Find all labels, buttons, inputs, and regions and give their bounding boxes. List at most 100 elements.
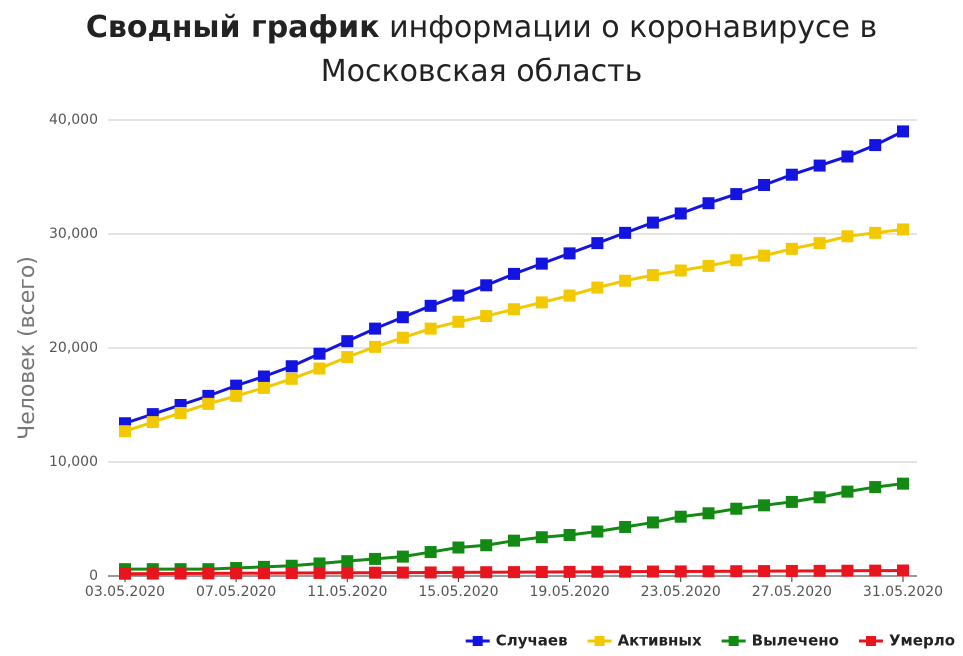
point (841, 564, 854, 577)
point (758, 499, 771, 512)
point (758, 565, 771, 578)
x-tick-label: 03.05.2020 (85, 584, 165, 600)
point (841, 230, 854, 243)
point (869, 564, 882, 577)
y-tick-label: 10,000 (49, 454, 98, 470)
x-tick-label: 19.05.2020 (529, 584, 609, 600)
point (508, 566, 520, 579)
chart-title: Сводный график информации о коронавирусе… (40, 6, 923, 94)
point (257, 567, 270, 580)
point (758, 178, 771, 191)
point (396, 550, 409, 563)
point (563, 565, 576, 578)
legend-marker (594, 636, 605, 646)
point (785, 564, 798, 577)
point (897, 564, 909, 577)
point (119, 425, 131, 438)
y-tick-label: 40,000 (49, 112, 98, 128)
point (174, 406, 187, 419)
y-tick-label: 0 (89, 568, 98, 584)
point (813, 159, 826, 172)
legend-label: Умерло (889, 632, 955, 650)
point (424, 546, 437, 559)
point (452, 315, 465, 328)
point (369, 340, 382, 353)
point (758, 249, 771, 262)
point (452, 541, 465, 554)
point (646, 565, 659, 578)
point (702, 259, 715, 272)
point (508, 267, 520, 280)
point (452, 566, 465, 579)
point (341, 351, 354, 364)
point (202, 567, 215, 580)
point (591, 281, 604, 294)
point (202, 397, 215, 410)
x-tick-label: 23.05.2020 (641, 584, 721, 600)
point (785, 242, 798, 255)
legend-label: Активных (618, 632, 702, 650)
point (619, 520, 632, 533)
point (424, 322, 437, 335)
point (897, 125, 909, 138)
point (897, 223, 909, 236)
point (674, 510, 687, 523)
point (813, 491, 826, 504)
point (813, 564, 826, 577)
y-axis-label: Человек (всего) (15, 256, 40, 440)
x-tick-label: 11.05.2020 (307, 584, 387, 600)
point (396, 566, 409, 579)
x-tick-label: 27.05.2020 (752, 584, 832, 600)
point (146, 567, 159, 580)
point (535, 257, 548, 270)
y-tick-label: 30,000 (49, 226, 98, 242)
point (508, 303, 520, 316)
point (341, 335, 354, 348)
point (285, 360, 298, 373)
point (730, 502, 743, 515)
x-tick-label: 15.05.2020 (418, 584, 498, 600)
point (508, 534, 520, 547)
point (730, 565, 743, 578)
legend-label: Случаев (496, 632, 568, 650)
legend-marker (865, 636, 876, 646)
point (369, 552, 382, 565)
point (591, 237, 604, 250)
point (230, 567, 243, 580)
point (869, 139, 882, 152)
point (674, 264, 687, 277)
y-tick-label: 20,000 (49, 340, 98, 356)
point (257, 370, 270, 383)
point (257, 381, 270, 394)
title-rest: информации о коронавирусе в Московская о… (320, 10, 878, 89)
point (230, 379, 243, 392)
title-bold: Сводный график (85, 10, 380, 45)
point (285, 372, 298, 385)
point (480, 310, 493, 323)
point (646, 216, 659, 229)
point (563, 289, 576, 302)
point (535, 296, 548, 309)
point (591, 525, 604, 538)
point (424, 299, 437, 312)
point (313, 557, 326, 570)
point (452, 289, 465, 302)
point (730, 254, 743, 267)
point (119, 567, 131, 580)
point (702, 507, 715, 520)
x-tick-label: 07.05.2020 (196, 584, 276, 600)
point (396, 311, 409, 324)
point (730, 188, 743, 201)
point (563, 247, 576, 260)
point (369, 566, 382, 579)
point (619, 565, 632, 578)
point (702, 565, 715, 578)
point (563, 528, 576, 541)
point (369, 322, 382, 335)
point (591, 565, 604, 578)
point (230, 389, 243, 402)
point (341, 566, 354, 579)
point (841, 150, 854, 163)
